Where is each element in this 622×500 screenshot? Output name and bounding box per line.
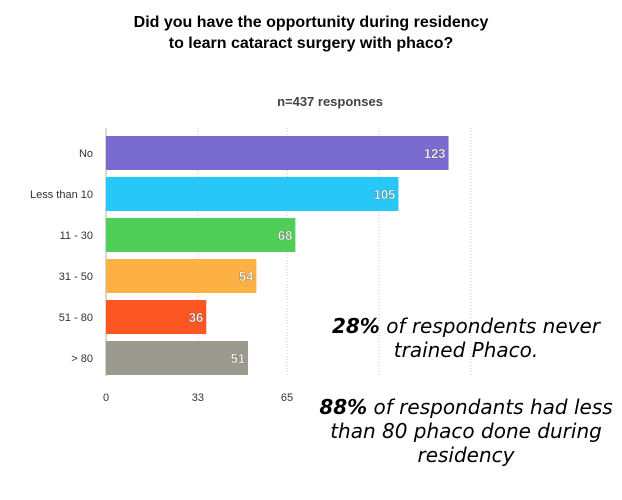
annotation-never-trained-highlight: 28% [331,314,380,338]
value-label-4: 36 [189,310,203,325]
chart-subtitle: n=437 responses [277,94,383,109]
category-label-3: 31 - 50 [59,271,93,283]
category-label-0: No [79,148,93,160]
chart-title-line-2: to learn cataract surgery with phaco? [168,35,454,52]
x-tick-label-2: 65 [281,392,293,404]
annotation-under-80-highlight: 88% [319,395,368,419]
value-label-5: 51 [231,351,245,366]
bar-5 [106,341,249,375]
value-label-0: 123 [424,146,446,161]
x-tick-label-0: 0 [103,392,109,404]
chart-title: Did you have the opportunity during resi… [0,12,622,54]
bar-2 [106,218,296,252]
category-label-2: 11 - 30 [60,230,93,242]
annotation-under-80: 88% of respondants had less than 80 phac… [316,395,616,467]
category-label-4: 51 - 80 [59,312,93,324]
value-label-3: 54 [239,269,254,284]
annotation-never-trained: 28% of respondents never trained Phaco. [316,314,616,362]
bar-4 [106,300,207,334]
value-label-1: 105 [374,187,396,202]
bar-0 [106,136,449,170]
category-label-1: Less than 10 [30,189,93,201]
category-label-5: > 80 [71,353,93,365]
annotation-never-trained-text: of respondents never trained Phaco. [379,314,601,362]
x-tick-label-1: 33 [192,392,204,404]
chart-title-line-1: Did you have the opportunity during resi… [133,14,489,31]
value-label-2: 68 [278,228,292,243]
bar-3 [106,259,257,293]
bar-1 [106,177,399,211]
annotation-under-80-text: of respondants had less than 80 phaco do… [330,395,613,467]
